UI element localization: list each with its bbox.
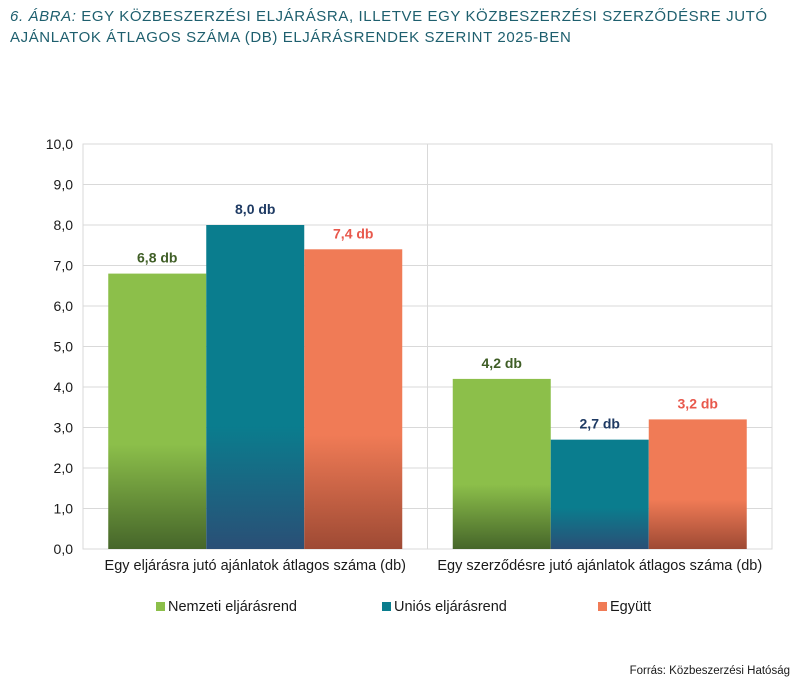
data-label: 4,2 db	[482, 355, 522, 371]
chart-title-lead: 6. ábra:	[10, 8, 77, 25]
y-tick-label: 0,0	[54, 541, 74, 557]
bar	[206, 225, 305, 549]
bar	[108, 273, 207, 549]
source-note: Forrás: Közbeszerzési Hatóság	[629, 665, 790, 677]
legend-label: Uniós eljárásrend	[394, 599, 507, 615]
legend-swatch	[382, 602, 391, 611]
y-tick-label: 5,0	[54, 339, 74, 355]
bar	[304, 249, 403, 550]
data-label: 2,7 db	[580, 416, 620, 432]
bar	[550, 439, 649, 549]
data-label: 3,2 db	[678, 395, 718, 411]
y-tick-label: 6,0	[54, 298, 74, 314]
x-category-label: Egy eljárásra jutó ajánlatok átlagos szá…	[105, 558, 406, 574]
legend-swatch	[598, 602, 607, 611]
y-tick-label: 1,0	[54, 501, 74, 517]
legend-label: Együtt	[610, 599, 651, 615]
y-tick-label: 8,0	[54, 217, 74, 233]
y-tick-label: 3,0	[54, 420, 74, 436]
y-tick-label: 4,0	[54, 379, 74, 395]
y-tick-label: 9,0	[54, 177, 74, 193]
data-label: 7,4 db	[333, 225, 373, 241]
bar	[648, 419, 747, 549]
y-tick-label: 2,0	[54, 460, 74, 476]
data-label: 8,0 db	[235, 201, 275, 217]
bar	[452, 378, 551, 549]
legend-label: Nemzeti eljárásrend	[168, 599, 297, 615]
x-category-label: Egy szerződésre jutó ajánlatok átlagos s…	[437, 558, 762, 574]
data-label: 6,8 db	[137, 250, 177, 266]
y-tick-label: 10,0	[46, 136, 73, 152]
y-tick-label: 7,0	[54, 258, 74, 274]
legend-swatch	[156, 602, 165, 611]
chart-title-text: Egy közbeszerzési eljárásra, illetve egy…	[10, 8, 768, 46]
chart-title: 6. ábra: Egy közbeszerzési eljárásra, il…	[10, 6, 790, 48]
